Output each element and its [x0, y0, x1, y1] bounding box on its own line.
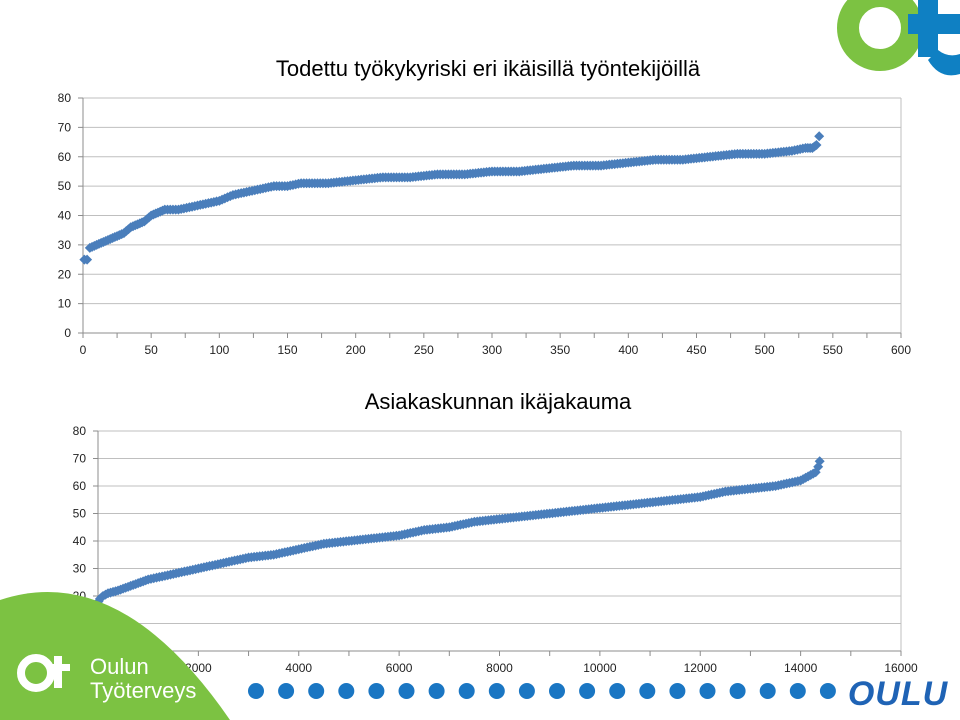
decorative-dot — [729, 683, 746, 699]
gridlines — [98, 430, 902, 651]
x-tick-label: 16000 — [884, 661, 918, 675]
chart-title: Todettu työkykyriski eri ikäisillä työnt… — [276, 56, 701, 81]
decorative-dots — [248, 683, 836, 699]
axes — [78, 97, 902, 338]
y-tick-label: 60 — [73, 479, 87, 493]
y-tick-label: 30 — [73, 562, 87, 576]
y-tick-label: 50 — [73, 507, 87, 521]
chart-age-risk: Todettu työkykyriski eri ikäisillä työnt… — [58, 56, 912, 357]
data-point — [811, 140, 822, 150]
y-tick-label: 70 — [73, 452, 87, 466]
decorative-dot — [699, 683, 716, 699]
decorative-dot — [579, 683, 596, 699]
data-series — [79, 131, 825, 265]
x-tick-label: 350 — [550, 343, 570, 357]
x-tick-label: 500 — [755, 343, 775, 357]
x-tick-label: 550 — [823, 343, 843, 357]
y-tick-label: 70 — [58, 120, 72, 134]
data-point — [814, 131, 825, 142]
x-tick-labels: 0 50 100 150 200 250 300 350 400 450 500 550 600 — [80, 343, 912, 357]
y-tick-label: 30 — [58, 238, 72, 252]
decorative-dot — [278, 683, 295, 699]
decorative-dot — [338, 683, 355, 699]
x-tick-label: 8000 — [486, 661, 513, 675]
x-tick-label: 12000 — [684, 661, 718, 675]
y-tick-label: 10 — [58, 297, 72, 311]
gridlines — [83, 97, 902, 333]
decorative-dot — [368, 683, 385, 699]
decorative-dot — [819, 683, 836, 699]
decorative-dot — [549, 683, 565, 699]
data-point — [814, 456, 825, 467]
oulu-logo-text: OULU — [848, 675, 949, 713]
y-tick-label: 50 — [58, 179, 72, 193]
x-tick-label: 0 — [80, 343, 87, 357]
x-tick-label: 150 — [277, 343, 297, 357]
decorative-dot — [518, 683, 535, 699]
oulu-logo: OULU — [848, 675, 949, 713]
x-tick-label: 14000 — [784, 661, 818, 675]
decorative-dot — [458, 683, 475, 699]
y-tick-label: 40 — [58, 209, 72, 223]
x-tick-label: 250 — [414, 343, 434, 357]
y-tick-label: 20 — [58, 267, 72, 281]
chart-client-age-distribution: Asiakaskunnan ikäjakauma 010203040506070… — [73, 389, 918, 675]
decorative-dot — [398, 683, 415, 699]
decorative-dot — [609, 683, 626, 699]
x-tick-label: 200 — [346, 343, 366, 357]
decorative-dot — [488, 683, 505, 699]
data-point — [82, 254, 93, 265]
chart-title: Asiakaskunnan ikäjakauma — [365, 389, 632, 414]
decorative-dot — [248, 683, 264, 699]
decorative-dot — [308, 683, 325, 699]
y-tick-label: 80 — [58, 91, 72, 105]
y-tick-labels: 0 10 20 30 40 50 60 70 80 — [58, 91, 72, 340]
decorative-dot — [669, 683, 686, 699]
x-tick-label: 600 — [891, 343, 911, 357]
brand-line1: Oulun — [90, 654, 149, 679]
brand-line2: Työterveys — [90, 678, 196, 703]
y-tick-label: 80 — [73, 424, 87, 438]
y-tick-label: 40 — [73, 534, 87, 548]
y-tick-label: 60 — [58, 150, 72, 164]
y-tick-label: 0 — [64, 326, 71, 340]
x-tick-label: 50 — [144, 343, 158, 357]
decorative-dot — [428, 683, 445, 699]
x-tick-label: 10000 — [583, 661, 617, 675]
ot-logo-icon — [17, 654, 70, 692]
x-tick-label: 450 — [686, 343, 706, 357]
x-tick-label: 300 — [482, 343, 502, 357]
x-tick-label: 400 — [618, 343, 638, 357]
axes — [93, 430, 902, 656]
x-tick-label: 4000 — [285, 661, 312, 675]
decorative-dot — [789, 683, 806, 699]
x-tick-label: 100 — [209, 343, 229, 357]
ot-logo-icon — [837, 0, 960, 76]
decorative-dot — [639, 683, 656, 699]
x-tick-label: 6000 — [386, 661, 413, 675]
brand-panel: Oulun Työterveys — [0, 592, 230, 720]
decorative-dot — [759, 683, 776, 699]
data-series — [93, 456, 825, 607]
